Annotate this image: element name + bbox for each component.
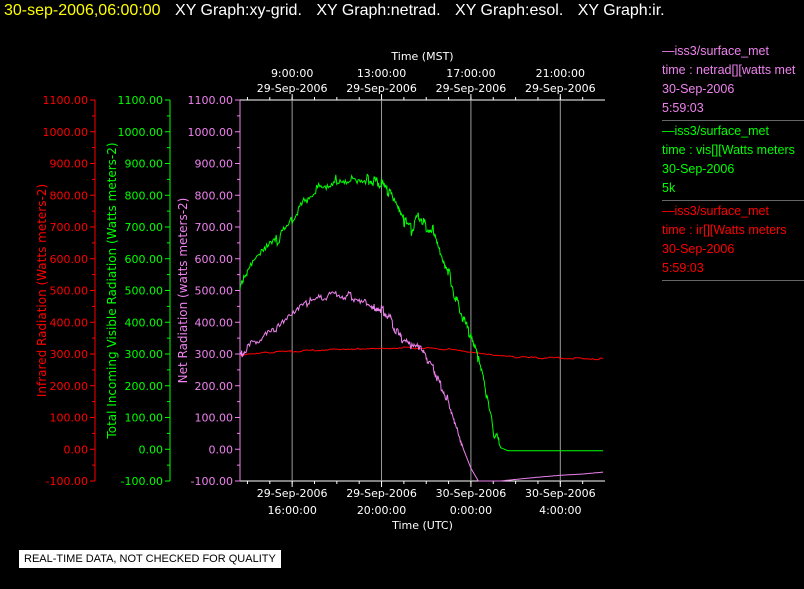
x-top-tick-time: 17:00:00 xyxy=(446,67,495,80)
header-graph-4: XY Graph:ir. xyxy=(577,2,665,19)
x-top-tick-time: 21:00:00 xyxy=(536,67,585,80)
legend-line: time : vis[][Watts meters xyxy=(662,143,795,157)
y-tick-label: 1000.00 xyxy=(118,126,164,139)
x-top-tick-date: 29-Sep-2006 xyxy=(436,82,507,95)
y-axis-label: Net Radiation (watts meters-2) xyxy=(176,198,190,384)
legend-entry-netrad: —iss3/surface_met time : netrad[][watts … xyxy=(662,42,804,121)
x-bottom-tick-time: 16:00:00 xyxy=(267,504,316,517)
y-tick-label: 1100.00 xyxy=(118,94,164,107)
legend-line: 30-Sep-2006 xyxy=(662,162,735,176)
x-top-tick-time: 13:00:00 xyxy=(357,67,406,80)
quality-disclaimer: REAL-TIME DATA, NOT CHECKED FOR QUALITY xyxy=(19,550,281,568)
header-graph-2: XY Graph:netrad. xyxy=(316,2,441,19)
header-graph-1: XY Graph:xy-grid. xyxy=(175,2,302,19)
y-tick-label: 900.00 xyxy=(195,158,234,171)
x-bottom-tick-date: 30-Sep-2006 xyxy=(436,487,507,500)
y-tick-label: 200.00 xyxy=(50,380,89,393)
y-tick-label: 100.00 xyxy=(125,412,164,425)
y-tick-label: 300.00 xyxy=(50,348,89,361)
legend-entry-ir: —iss3/surface_met time : ir[][Watts mete… xyxy=(662,202,804,281)
x-bottom-tick-time: 4:00:00 xyxy=(539,504,581,517)
x-top-tick-date: 29-Sep-2006 xyxy=(525,82,596,95)
y-tick-label: 800.00 xyxy=(50,189,89,202)
series-line-ir xyxy=(239,346,604,361)
y-tick-label: 300.00 xyxy=(125,348,164,361)
legend-line: 5:59:03 xyxy=(662,101,704,115)
header-date: 30-sep-2006,06:00:00 xyxy=(4,2,161,19)
legend-line: time : netrad[][watts met xyxy=(662,63,796,77)
x-bottom-tick-time: 0:00:00 xyxy=(450,504,492,517)
x-top-tick-date: 29-Sep-2006 xyxy=(257,82,328,95)
y-tick-label: 300.00 xyxy=(195,348,234,361)
y-tick-label: 600.00 xyxy=(125,253,164,266)
chart-header: 30-sep-2006,06:00:00 XY Graph:xy-grid. X… xyxy=(4,2,665,20)
legend-line: 30-Sep-2006 xyxy=(662,82,735,96)
y-tick-label: 700.00 xyxy=(195,221,234,234)
y-tick-label: 700.00 xyxy=(50,221,89,234)
y-tick-label: 0.00 xyxy=(209,443,234,456)
x-top-axis-label: Time (MST) xyxy=(390,50,453,63)
series-line-vis xyxy=(239,173,604,452)
y-tick-label: 900.00 xyxy=(50,158,89,171)
y-tick-label: 800.00 xyxy=(195,189,234,202)
y-tick-label: 500.00 xyxy=(195,285,234,298)
y-axis-label: Infrared Radiation (Watts meters-2) xyxy=(35,184,49,397)
y-tick-label: 400.00 xyxy=(195,316,234,329)
x-bottom-tick-date: 29-Sep-2006 xyxy=(257,487,328,500)
x-top-tick-date: 29-Sep-2006 xyxy=(346,82,417,95)
legend-entry-vis: —iss3/surface_met time : vis[][Watts met… xyxy=(662,122,804,201)
y-tick-label: 0.00 xyxy=(139,443,164,456)
y-tick-label: 800.00 xyxy=(125,189,164,202)
y-tick-label: 400.00 xyxy=(50,316,89,329)
legend-line: time : ir[][Watts meters xyxy=(662,223,787,237)
y-tick-label: -100.00 xyxy=(121,475,163,488)
y-tick-label: 400.00 xyxy=(125,316,164,329)
y-tick-label: -100.00 xyxy=(46,475,88,488)
y-tick-label: 500.00 xyxy=(125,285,164,298)
legend-line: 5:59:03 xyxy=(662,261,704,275)
header-graph-3: XY Graph:esol. xyxy=(455,2,564,19)
y-tick-label: 500.00 xyxy=(50,285,89,298)
chart-legend: —iss3/surface_met time : netrad[][watts … xyxy=(662,42,804,282)
y-tick-label: 700.00 xyxy=(125,221,164,234)
legend-line: —iss3/surface_met xyxy=(662,124,769,138)
x-bottom-tick-time: 20:00:00 xyxy=(357,504,406,517)
legend-line: 5k xyxy=(662,181,676,195)
y-tick-label: 1100.00 xyxy=(188,94,234,107)
y-tick-label: 0.00 xyxy=(64,443,89,456)
y-tick-label: 100.00 xyxy=(195,412,234,425)
y-tick-label: 900.00 xyxy=(125,158,164,171)
y-tick-label: 200.00 xyxy=(125,380,164,393)
y-tick-label: 200.00 xyxy=(195,380,234,393)
y-tick-label: 600.00 xyxy=(195,253,234,266)
x-bottom-tick-date: 30-Sep-2006 xyxy=(525,487,596,500)
y-tick-label: 1000.00 xyxy=(43,126,89,139)
y-tick-label: 100.00 xyxy=(50,412,89,425)
x-bottom-axis-label: Time (UTC) xyxy=(391,519,453,532)
x-bottom-tick-date: 29-Sep-2006 xyxy=(346,487,417,500)
y-tick-label: -100.00 xyxy=(191,475,233,488)
y-tick-label: 1100.00 xyxy=(43,94,89,107)
series-line-netrad xyxy=(239,290,604,482)
x-top-tick-time: 9:00:00 xyxy=(271,67,313,80)
legend-line: —iss3/surface_met xyxy=(662,204,769,218)
y-tick-label: 600.00 xyxy=(50,253,89,266)
y-tick-label: 1000.00 xyxy=(188,126,234,139)
legend-line: —iss3/surface_met xyxy=(662,44,769,58)
y-axis-label: Total Incoming Visible Radiation (Watts … xyxy=(105,142,119,439)
legend-line: 30-Sep-2006 xyxy=(662,242,735,256)
